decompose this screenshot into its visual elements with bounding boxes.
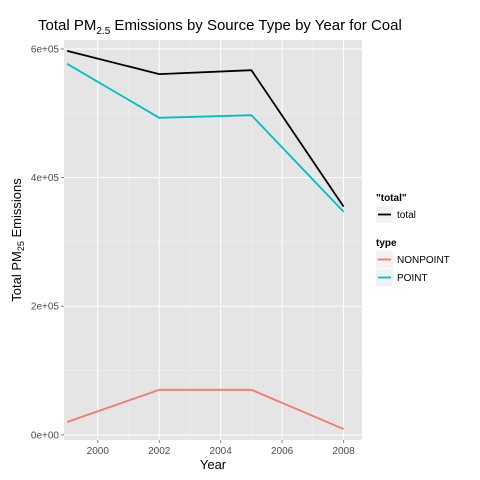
y-tick-label: 0e+00 (31, 430, 60, 441)
series-line-nonpoint (66, 388, 344, 430)
grid-major (64, 40, 362, 440)
legend-type-title: type (376, 238, 397, 249)
x-tick-label: 2006 (271, 446, 294, 457)
legend-total: "total" total (376, 193, 416, 223)
chart-title: Total PM2.5 Emissions by Source Type by … (38, 17, 402, 37)
plot-panel (64, 40, 362, 440)
y-axis-title: Total PM25 Emissions (9, 178, 26, 302)
y-tick-label: 4e+05 (31, 173, 60, 184)
series-line-total (66, 50, 345, 208)
x-tick-label: 2008 (332, 446, 355, 457)
x-tick-label: 2002 (148, 446, 171, 457)
y-tick-label: 6e+05 (31, 45, 60, 56)
legend-label-nonpoint: NONPOINT (397, 255, 450, 266)
legend-label-point: POINT (397, 273, 428, 284)
x-tick-label: 2004 (210, 446, 233, 457)
x-tick-label: 2000 (87, 446, 110, 457)
series-lines (66, 50, 345, 430)
grid-minor (64, 40, 362, 440)
legend-label-total: total (397, 210, 416, 221)
series-line-point (66, 63, 345, 213)
legend-type: type NONPOINT POINT (376, 238, 450, 286)
y-tick-label: 2e+05 (31, 302, 60, 313)
x-axis-title: Year (200, 457, 227, 472)
y-axis-ticks: 0e+00 2e+05 4e+05 6e+05 (31, 45, 64, 441)
legend-total-title: "total" (376, 193, 407, 204)
x-axis-ticks: 2000 2002 2004 2006 2008 (87, 440, 355, 457)
